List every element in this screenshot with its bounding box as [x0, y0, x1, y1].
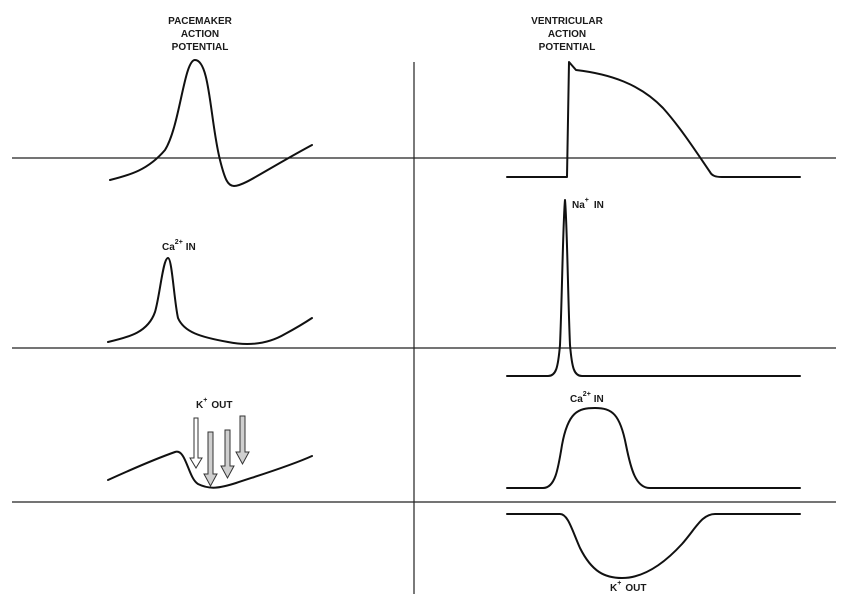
pacemaker-k-out-wave [107, 450, 313, 489]
ventricular-action-potential-wave [506, 61, 801, 178]
pacemaker-title-line-3: POTENTIAL [172, 42, 229, 53]
pacemaker-title-line-1: PACEMAKER [168, 16, 232, 27]
ventricular-title-line-2: ACTION [548, 29, 586, 40]
pacemaker-ca-in-wave [107, 257, 313, 345]
ventricular-na-in-label: Na+ IN [572, 197, 604, 211]
k-out-arrows [189, 415, 250, 488]
ventricular-title-line-3: POTENTIAL [539, 42, 596, 53]
ventricular-title-line-1: VENTRICULAR [531, 16, 603, 27]
ventricular-ca-in-wave [506, 407, 801, 489]
pacemaker-title-line-2: ACTION [181, 29, 219, 40]
k-out-arrow-4 [235, 415, 250, 466]
pacemaker-ca-in-label: Ca2+ IN [162, 239, 196, 253]
ventricular-na-in-wave [506, 199, 801, 377]
k-out-arrow-1 [189, 417, 203, 469]
ventricular-k-out-label: K+ OUT [610, 580, 646, 594]
ventricular-k-out-wave [506, 513, 801, 579]
ventricular-ca-in-label: Ca2+ IN [570, 391, 604, 405]
pacemaker-action-potential-wave [109, 59, 313, 187]
k-out-arrow-3 [220, 429, 235, 480]
pacemaker-k-out-label: K+ OUT [196, 397, 232, 411]
k-out-arrow-2 [203, 431, 218, 488]
